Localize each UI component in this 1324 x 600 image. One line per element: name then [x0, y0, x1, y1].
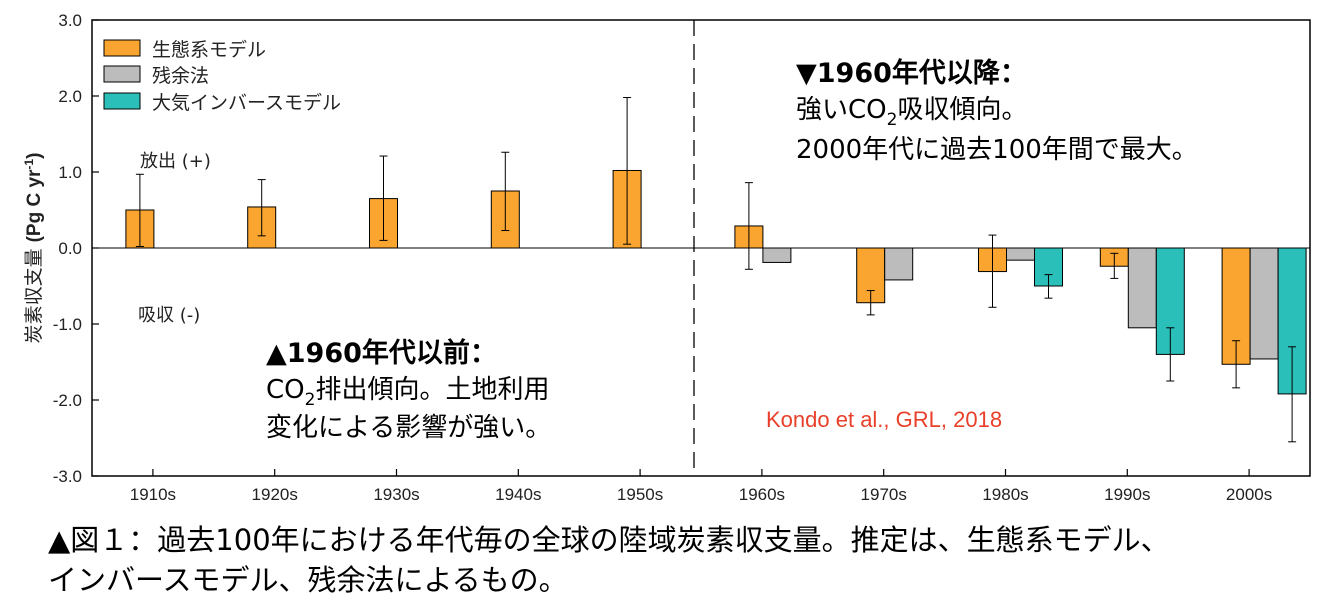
y-axis-label-unit-end: ): [24, 153, 45, 159]
legend-swatch-inverse: [103, 92, 141, 110]
before-1960-line1-sub: 2: [305, 390, 316, 410]
legend-item-ecosystem: 生態系モデル: [103, 39, 266, 61]
after-1960-title: ▼1960年代以降：: [796, 57, 1027, 89]
legend-swatch-residual: [103, 65, 141, 83]
x-tick-label: 1930s: [373, 485, 419, 504]
x-tick-label: 1950s: [617, 485, 663, 504]
bar-1: [1127, 247, 1157, 329]
after-1960-line1: 強いCO2吸収傾向。: [796, 95, 1027, 130]
bar-1: [884, 247, 914, 281]
x-tick-label: 1990s: [1104, 485, 1150, 504]
x-tick-label: 1980s: [982, 485, 1028, 504]
legend-item-residual: 残余法: [103, 65, 209, 87]
x-axis-ticks: 1910s 1920s 1930s 1940s 1950s 1960s 1970s 1980s…: [130, 469, 1272, 504]
y-tick-label: 0.0: [58, 239, 82, 258]
legend: 生態系モデル 残余法 大気インバースモデル: [103, 39, 341, 114]
legend-label-residual: 残余法: [152, 65, 209, 87]
bar-1: [1006, 247, 1035, 261]
after-1960-line1-sub: 2: [887, 110, 898, 130]
x-tick-label: 1920s: [252, 485, 298, 504]
y-axis-label-unit-sup: -1: [22, 159, 36, 170]
after-1960-line1-b: 吸収傾向。: [897, 95, 1027, 125]
y-tick-label: 2.0: [58, 87, 82, 106]
after-1960-line2: 2000年代に過去100年間で最大。: [796, 135, 1198, 165]
before-1960-line1: CO2排出傾向。土地利用: [266, 375, 549, 410]
y-tick-label: -1.0: [53, 315, 82, 334]
legend-label-inverse: 大気インバースモデル: [152, 92, 341, 114]
y-tick-label: 1.0: [58, 163, 82, 182]
x-tick-label: 1970s: [861, 485, 907, 504]
legend-item-inverse: 大気インバースモデル: [103, 92, 341, 114]
before-1960-line2: 変化による影響が強い。: [266, 413, 551, 443]
x-tick-label: 1940s: [495, 485, 541, 504]
source-credit: Kondo et al., GRL, 2018: [766, 407, 1002, 432]
before-1960-line1-b: 排出傾向。土地利用: [315, 375, 549, 405]
before-1960-title: ▲1960年代以前：: [266, 337, 497, 369]
before-1960-line1-a: CO: [266, 375, 305, 405]
y-tick-label: -2.0: [53, 391, 82, 410]
y-axis-label: 炭素収支量 (Pg C yr-1): [22, 153, 45, 344]
caption-line-1: ▲図１：過去100年における年代毎の全球の陸域炭素収支量。推定は、生態系モデル、: [48, 523, 1170, 557]
y-tick-label: -3.0: [53, 467, 82, 486]
legend-label-ecosystem: 生態系モデル: [152, 39, 266, 61]
bar-1: [762, 247, 792, 263]
x-tick-label: 1960s: [739, 485, 785, 504]
after-1960-line1-a: 強いCO: [796, 95, 887, 125]
error-bars: [135, 97, 1297, 443]
bar-1: [1249, 247, 1279, 360]
figure-caption: ▲図１：過去100年における年代毎の全球の陸域炭素収支量。推定は、生態系モデル、…: [48, 520, 1318, 600]
y-tick-label: 3.0: [58, 11, 82, 30]
absorption-label: 吸収 (-): [138, 305, 200, 326]
y-axis-label-main: 炭素収支量: [23, 248, 45, 343]
y-axis-label-unit: (Pg C yr: [24, 169, 45, 242]
x-tick-label: 1910s: [130, 485, 176, 504]
chart: 3.0 2.0 1.0 0.0 -1.0 -2.0 -3.0 1910s 1920s 1930s…: [22, 11, 1311, 504]
legend-swatch-ecosystem: [103, 39, 141, 57]
emission-label: 放出 (+): [140, 151, 211, 172]
caption-line-2: インバースモデル、残余法によるもの。: [48, 563, 568, 597]
x-tick-label: 2000s: [1226, 485, 1272, 504]
